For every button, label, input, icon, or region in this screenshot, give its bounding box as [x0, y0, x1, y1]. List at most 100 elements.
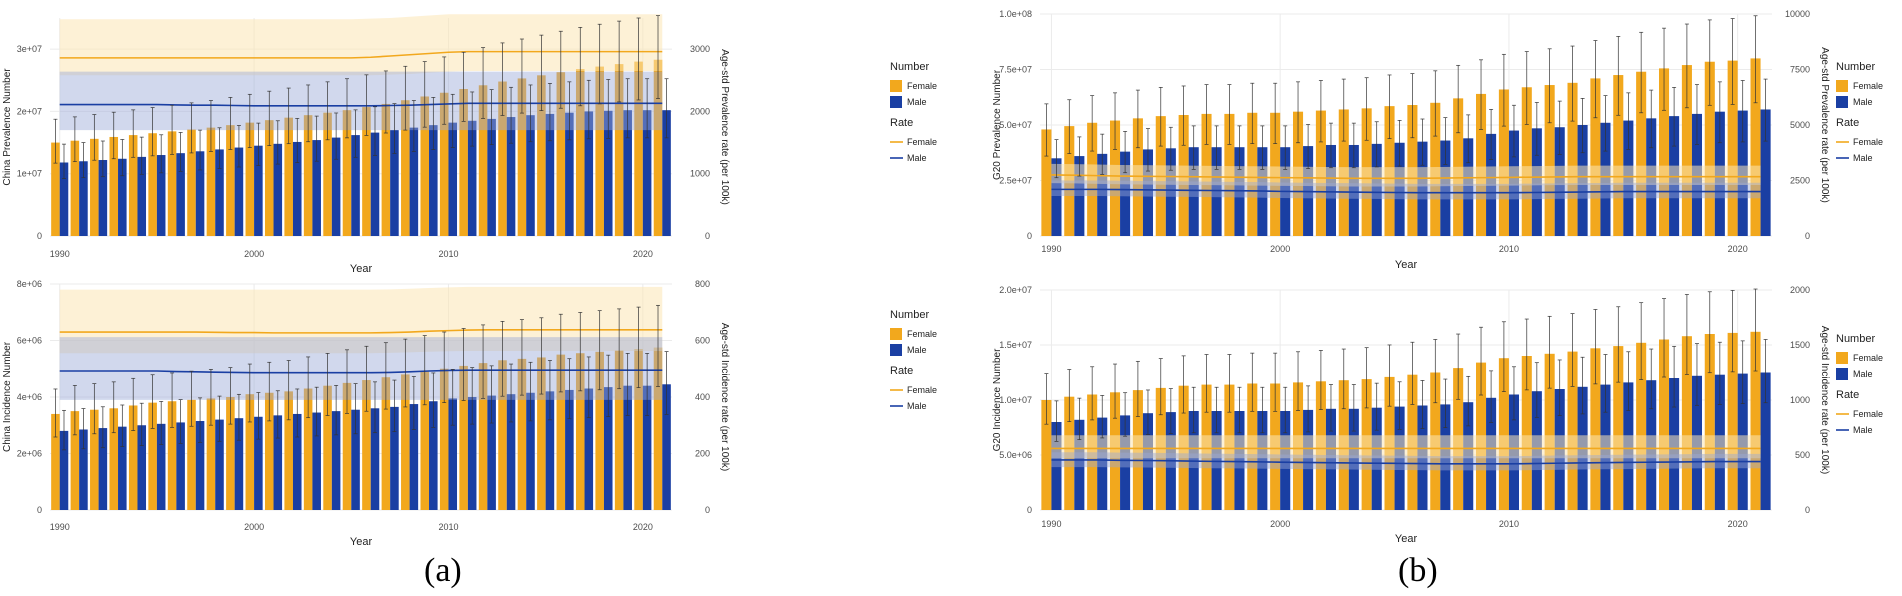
panel-label-a: (a): [424, 552, 462, 589]
g20-prevalence-bar-female-2011: [1521, 87, 1532, 236]
g20-prevalence-bar-male-2002: [1325, 144, 1337, 236]
china-incidence-bar-female-1996: [167, 401, 177, 510]
china-prevalence-bar-female-1993: [109, 136, 119, 236]
legend-swatch-bar-female: [890, 80, 902, 92]
g20-incidence-bar-female-2017: [1658, 339, 1670, 510]
g20-incidence-xtick-label: 1990: [1041, 519, 1061, 529]
china-prevalence-bar-female-2016: [556, 72, 566, 236]
china-incidence-bar-male-2004: [331, 411, 341, 510]
china-incidence-bar-male-2002: [292, 413, 302, 510]
china-incidence-y2tick-label: 0: [705, 505, 710, 515]
g20-prevalence-bar-female-2013: [1567, 82, 1578, 236]
g20-prevalence-bar-female-2019: [1704, 61, 1715, 237]
g20-incidence-band-male: [1051, 452, 1761, 471]
china-prevalence-bar-male-2014: [526, 115, 535, 236]
china-incidence-ytick-label: 4e+06: [17, 392, 42, 402]
china-prevalence-bar-male-1992: [98, 160, 108, 236]
g20-prevalence-ytick-label: 5.0e+07: [999, 120, 1032, 130]
g20-prevalence-ytick-label: 7.5e+07: [999, 65, 1032, 75]
g20-prevalence-bar-male-2003: [1348, 144, 1359, 236]
china-prevalence-bar-female-2004: [323, 112, 332, 236]
china-incidence-bar-male-1993: [118, 426, 127, 510]
china-incidence-bar-male-2013: [506, 394, 516, 510]
g20-incidence-ylabel: G20 Incidence Number: [992, 348, 1003, 452]
g20-prevalence-bar-female-2018: [1681, 65, 1692, 236]
china-incidence-bar-female-1990: [51, 413, 60, 510]
g20-prevalence-bar-male-1993: [1120, 151, 1131, 236]
china-prevalence-bar-male-1991: [79, 161, 88, 236]
china-incidence-bar-female-2012: [478, 363, 488, 510]
china-prevalence-bar-male-1994: [137, 156, 147, 236]
g20-incidence-bar-female-2010: [1498, 358, 1509, 510]
g20-prevalence-ylabel: G20 Prevalence Number: [992, 69, 1003, 180]
china-incidence-bar-female-2019: [614, 350, 624, 510]
g20-prevalence-bar-female-2015: [1613, 75, 1624, 236]
g20-incidence-y2tick-label: 1000: [1790, 395, 1810, 405]
legend-entry: Female: [1853, 409, 1883, 419]
g20-incidence-bar-male-2004: [1371, 407, 1382, 510]
china-prevalence-bar-male-2004: [331, 137, 341, 236]
g20-incidence-bar-female-2019: [1704, 334, 1715, 510]
g20-incidence-bar-female-2012: [1544, 353, 1555, 510]
china-prevalence-bar-female-2001: [264, 120, 274, 236]
g20-incidence-bar-female-2014: [1590, 348, 1601, 510]
china-incidence-xtick-label: 1990: [50, 522, 70, 532]
g20-prevalence-y2tick-label: 10000: [1785, 9, 1810, 19]
g20-incidence-band-female: [1051, 435, 1761, 459]
china-prevalence-bar-male-2006: [370, 132, 380, 236]
g20-prevalence-bar-female-2010: [1498, 89, 1509, 236]
g20-incidence-bar-male-1990: [1051, 422, 1062, 510]
china-incidence-bar-male-2017: [584, 388, 594, 510]
china-incidence-bar-female-2008: [401, 374, 410, 510]
china-prevalence-ytick-label: 0: [37, 231, 42, 241]
legend-number-title: Number: [1836, 61, 1875, 73]
legend-entry: Male: [907, 345, 927, 355]
g20-prevalence-bar-female-2017: [1658, 68, 1670, 236]
china-incidence-band-female: [59, 286, 663, 354]
g20-prevalence-bar-female-2012: [1544, 85, 1555, 236]
g20-incidence-y2tick-label: 2000: [1790, 285, 1810, 295]
china-incidence-legend: Number Female Male Rate Female Male: [890, 309, 937, 411]
china-incidence-bar-male-1999: [234, 418, 244, 510]
china-prevalence-band-male: [59, 71, 663, 131]
china-prevalence-rate-line-male: [59, 102, 663, 107]
china-incidence-bar-female-2015: [537, 357, 546, 510]
china-incidence-bar-male-1995: [156, 423, 166, 510]
g20-incidence-chart: 0 5.0e+06 1.0e+07 1.5e+07 2.0e+07 0 500 1000 150…: [992, 285, 1883, 545]
g20-incidence-xtick-label: 2010: [1499, 519, 1519, 529]
china-prevalence-bar-male-2009: [429, 125, 438, 236]
china-incidence-bar-male-2006: [370, 408, 380, 510]
china-incidence-ylabel: China Incidence Number: [2, 341, 13, 452]
china-prevalence-bar-male-1996: [176, 153, 185, 236]
g20-prevalence-y2label: Age-std Prevalence rate (per 100k): [1819, 47, 1830, 203]
china-prevalence-bar-female-2002: [284, 117, 293, 236]
g20-prevalence-bar-male-1990: [1051, 158, 1062, 236]
china-prevalence-bar-female-2015: [537, 75, 546, 236]
g20-prevalence-bar-male-2007: [1440, 140, 1451, 236]
china-prevalence-xlabel: Year: [350, 263, 373, 275]
legend-entry: Male: [907, 401, 927, 411]
g20-prevalence-bar-male-2004: [1371, 143, 1382, 236]
china-prevalence-bar-male-2012: [487, 118, 496, 236]
g20-prevalence-bar-male-1998: [1234, 147, 1245, 236]
g20-incidence-xtick-label: 2000: [1270, 519, 1290, 529]
china-incidence-bar-female-2009: [420, 371, 430, 510]
china-incidence-chart: 0 2e+06 4e+06 6e+06 8e+06 0 200 400 600 800 1990 20…: [2, 279, 937, 548]
china-prevalence-bar-female-2021: [653, 59, 663, 236]
china-prevalence-bar-male-2007: [390, 130, 399, 236]
g20-prevalence-bar-female-2016: [1636, 71, 1647, 236]
china-incidence-bar-female-2004: [323, 385, 332, 510]
g20-prevalence-y2tick-label: 5000: [1790, 120, 1810, 130]
g20-incidence-xtick-label: 2020: [1728, 519, 1748, 529]
china-incidence-bar-female-2010: [439, 368, 449, 510]
g20-prevalence-xtick-label: 1990: [1041, 244, 1061, 254]
g20-prevalence-legend: Number Female Male Rate Female Male: [1836, 61, 1883, 163]
china-prevalence-bar-female-2019: [614, 64, 624, 236]
china-incidence-bar-male-1990: [59, 430, 69, 510]
china-prevalence-bar-female-2017: [575, 69, 585, 237]
china-prevalence-bar-male-2020: [642, 110, 652, 236]
china-incidence-bar-male-1996: [176, 422, 185, 510]
china-incidence-bar-female-1998: [206, 398, 216, 510]
china-prevalence-legend: Number Female Male Rate Female Male: [890, 61, 937, 163]
